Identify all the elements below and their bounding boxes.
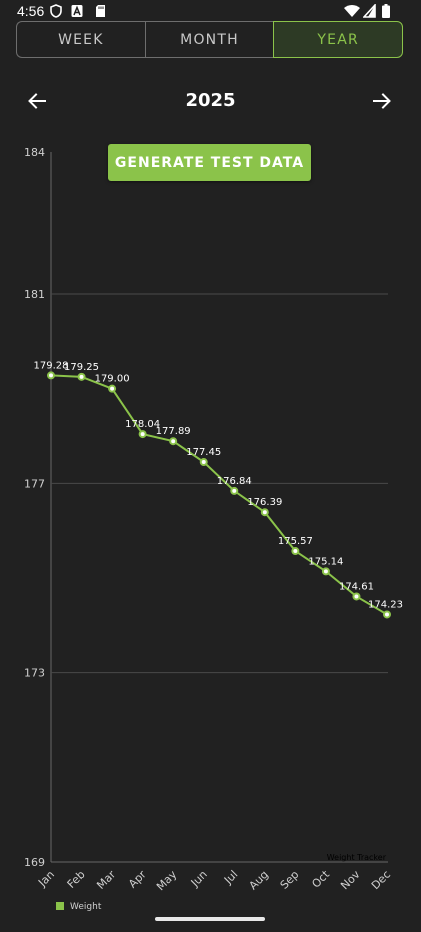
x-tick-label: May [154, 868, 180, 894]
data-point [138, 430, 147, 439]
data-point [260, 508, 269, 517]
x-tick-label: Jul [221, 868, 240, 887]
year-navigation: 2025 [0, 84, 421, 118]
x-tick-label: Sep [278, 868, 302, 892]
generate-test-data-button[interactable]: GENERATE TEST DATA [108, 144, 311, 181]
legend-label: Weight [70, 902, 102, 912]
battery-icon [382, 4, 390, 18]
arrow-left-icon[interactable] [27, 91, 47, 111]
signal-icon [363, 4, 376, 18]
data-label: 175.14 [308, 556, 343, 567]
x-tick-label: Oct [309, 867, 332, 890]
data-label: 174.23 [368, 599, 403, 610]
year-title: 2025 [185, 90, 236, 111]
y-tick-label: 184 [24, 146, 45, 159]
data-point [291, 547, 300, 556]
y-tick-label: 177 [24, 477, 45, 490]
data-label: 179.00 [95, 374, 130, 385]
data-point [383, 610, 391, 619]
data-label: 179.28 [34, 360, 69, 371]
x-tick-label: Aug [247, 868, 271, 892]
font-a-icon [71, 5, 83, 17]
wifi-icon [344, 5, 360, 17]
data-point [47, 371, 55, 380]
data-label: 176.84 [217, 476, 252, 487]
y-tick-label: 181 [24, 288, 45, 301]
data-point [199, 458, 208, 467]
data-label: 176.39 [247, 497, 282, 508]
arrow-right-icon[interactable] [372, 91, 392, 111]
tab-year[interactable]: YEAR [273, 21, 404, 58]
period-tabs: WEEK MONTH YEAR [16, 21, 404, 58]
x-tick-label: Nov [338, 868, 363, 893]
chart-description: Weight Tracker [327, 853, 387, 862]
x-tick-label: Apr [126, 868, 149, 891]
legend-swatch [56, 902, 64, 910]
data-label: 177.45 [186, 447, 221, 458]
x-tick-label: Dec [369, 868, 393, 892]
x-tick-label: Feb [65, 868, 88, 891]
tab-month[interactable]: MONTH [144, 21, 274, 58]
status-bar: 4:56 [0, 0, 421, 22]
data-label: 179.25 [64, 362, 99, 373]
data-label: 174.61 [339, 581, 374, 592]
x-tick-label: Jun [188, 868, 210, 890]
home-gesture-bar[interactable] [155, 917, 265, 921]
x-tick-label: Jan [35, 868, 57, 890]
weight-series-line [50, 374, 388, 616]
data-point [321, 567, 330, 576]
data-point [108, 384, 117, 393]
tab-week[interactable]: WEEK [16, 21, 145, 58]
data-point [230, 486, 239, 495]
y-tick-label: 169 [24, 856, 45, 869]
x-tick-label: Mar [94, 868, 118, 892]
data-label: 177.89 [156, 426, 191, 437]
data-point [77, 372, 86, 381]
data-label: 178.04 [125, 419, 160, 430]
y-tick-label: 173 [24, 667, 45, 680]
status-time: 4:56 [17, 3, 45, 19]
data-point [352, 592, 361, 601]
shield-icon [50, 4, 62, 18]
sd-card-icon [96, 5, 105, 17]
data-label: 175.57 [278, 536, 313, 547]
data-point [169, 437, 178, 446]
